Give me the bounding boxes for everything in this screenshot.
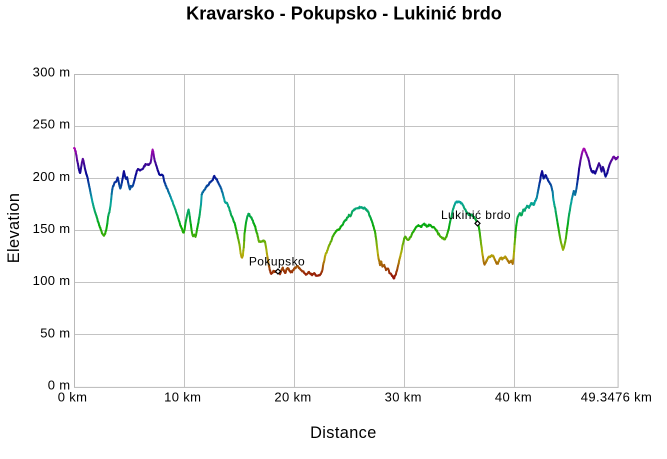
svg-text:Distance: Distance <box>310 424 377 442</box>
svg-text:0 km: 0 km <box>58 390 88 405</box>
svg-text:150 m: 150 m <box>33 221 71 236</box>
svg-text:40 km: 40 km <box>495 390 532 405</box>
svg-text:10 km: 10 km <box>164 390 201 405</box>
svg-text:Kravarsko - Pokupsko - Lukinić: Kravarsko - Pokupsko - Lukinić brdo <box>186 3 502 23</box>
svg-text:200 m: 200 m <box>33 169 71 184</box>
svg-text:300 m: 300 m <box>33 65 71 80</box>
svg-text:Pokupsko: Pokupsko <box>249 255 305 269</box>
svg-text:250 m: 250 m <box>33 117 71 132</box>
svg-text:50 m: 50 m <box>40 325 70 340</box>
svg-text:0 m: 0 m <box>48 378 71 393</box>
svg-text:49.3476 km: 49.3476 km <box>581 390 652 405</box>
svg-text:Elevation: Elevation <box>5 193 23 264</box>
svg-text:100 m: 100 m <box>33 273 71 288</box>
svg-text:30 km: 30 km <box>385 390 422 405</box>
svg-text:Lukinić brdo: Lukinić brdo <box>441 208 511 222</box>
svg-text:20 km: 20 km <box>274 390 311 405</box>
